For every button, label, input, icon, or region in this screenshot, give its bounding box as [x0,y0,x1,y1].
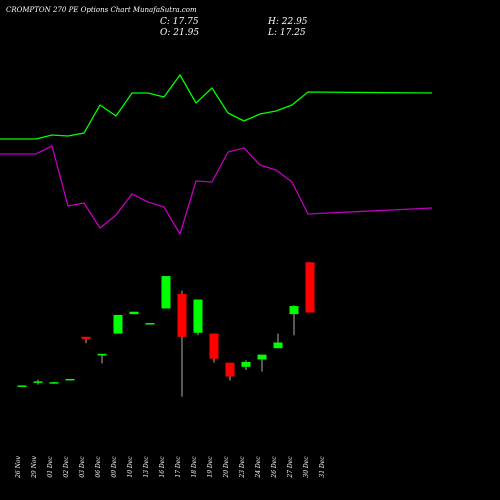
close-label: C: [160,17,170,27]
indicator-lines [0,73,433,236]
x-tick-label: 02 Dec [63,456,70,478]
high-readout: H: 22.95 [268,17,308,27]
candle-body [113,314,123,334]
x-tick-label: 17 Dec [175,456,182,478]
x-axis-labels: 26 Nov 29 Nov 01 Dec 02 Dec 03 Dec 06 Dec 09 D… [15,455,326,478]
indicator-line-2 [0,145,433,236]
candle-body [49,382,59,384]
open-label: O: [160,28,171,38]
candle [33,379,43,385]
candle-body [289,306,299,315]
candle [129,311,139,315]
candle-body [161,276,171,309]
candle [177,290,187,397]
close-readout: C: 17.75 [160,17,199,27]
candle [65,378,75,381]
x-tick-label: 26 Dec [271,456,278,479]
x-tick-label: 19 Dec [207,456,214,478]
candles [17,262,315,397]
x-tick-label: 20 Dec [223,456,230,479]
candle-body [65,378,75,381]
x-tick-label: 13 Dec [143,456,150,478]
candle [225,362,235,381]
candle [289,305,299,336]
candle-body [305,262,315,313]
candle-body [129,311,139,315]
x-tick-label: 10 Dec [127,456,134,478]
candle [81,336,91,344]
chart-title: CROMPTON 270 PE Options Chart MunafaSutr… [6,6,197,14]
x-tick-label: 29 Nov [31,455,38,478]
candle [49,382,59,384]
candle-body [97,353,107,356]
x-tick-label: 18 Dec [191,456,198,478]
candle-body [225,362,235,377]
candle-body [241,361,251,367]
high-value: 22.95 [281,17,308,27]
candle [113,314,123,334]
candle-body [17,385,27,387]
candle-body [33,381,43,383]
candle [273,333,283,349]
x-tick-label: 23 Dec [239,456,246,479]
candle [161,276,171,309]
candle [257,354,267,372]
candle [241,360,251,371]
candle [193,299,203,336]
x-tick-label: 30 Dec [303,456,310,478]
candle [305,262,315,313]
candle-body [81,336,91,340]
x-tick-label: 09 Dec [111,456,118,478]
candle-body [257,354,267,360]
candle [145,323,155,325]
high-label: H: [268,17,279,27]
open-readout: O: 21.95 [160,28,199,38]
candle-body [193,299,203,333]
close-value: 17.75 [172,17,199,27]
candle-body [145,323,155,325]
candle-body [177,293,187,337]
low-label: L: [268,28,278,38]
low-value: 17.25 [279,28,306,38]
low-readout: L: 17.25 [268,28,306,38]
candle [17,385,27,387]
x-tick-label: 24 Dec [255,456,262,479]
open-value: 21.95 [173,28,200,38]
x-tick-label: 03 Dec [79,456,86,478]
candle [209,333,219,363]
x-tick-label: 16 Dec [159,456,166,478]
candle [97,353,107,364]
x-tick-label: 27 Dec [287,456,294,479]
x-tick-label: 26 Nov [15,455,22,478]
candle-body [209,333,219,359]
candle-body [273,342,283,349]
x-tick-label: 06 Dec [95,456,102,478]
indicator-line-1 [0,73,433,140]
x-tick-label: 01 Dec [47,456,54,478]
x-tick-label: 31 Dec [319,456,326,478]
